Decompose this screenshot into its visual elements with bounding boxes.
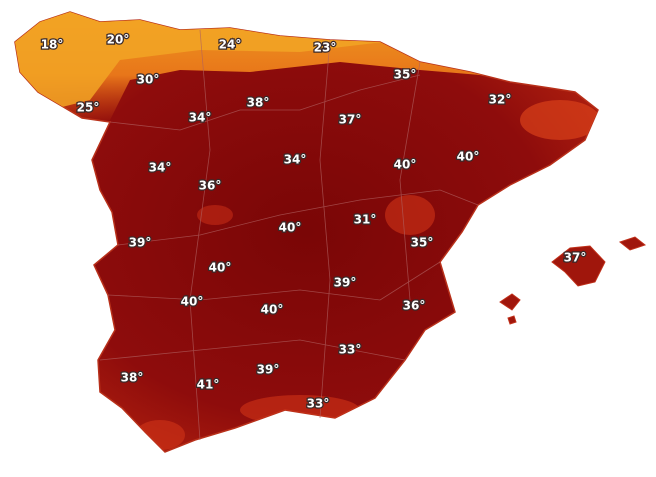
balearic-islands <box>499 236 647 325</box>
temperature-label: 39° <box>334 276 357 290</box>
temperature-label: 34° <box>189 111 212 125</box>
mainland <box>14 11 599 453</box>
temperature-label: 37° <box>339 113 362 127</box>
temperature-label: 40° <box>279 221 302 235</box>
temperature-label: 37° <box>564 251 587 265</box>
temperature-label: 31° <box>354 213 377 227</box>
temperature-label: 40° <box>181 295 204 309</box>
temperature-label: 40° <box>457 150 480 164</box>
temperature-label: 20° <box>107 33 130 47</box>
temperature-label: 34° <box>149 161 172 175</box>
temperature-label: 38° <box>121 371 144 385</box>
temperature-label: 30° <box>137 73 160 87</box>
temperature-label: 32° <box>489 93 512 107</box>
temperature-labels: 18° 20° 24° 23° 35° 32° 30° 25° 38° 34° 37° 34° 36° 3… <box>39 31 587 412</box>
temperature-label: 24° <box>219 38 242 52</box>
temperature-label: 39° <box>257 363 280 377</box>
temperature-label: 36° <box>199 179 222 193</box>
temperature-label: 33° <box>307 397 330 411</box>
temperature-label: 36° <box>403 299 426 313</box>
temperature-label: 35° <box>411 236 434 250</box>
temperature-label: 41° <box>197 378 220 392</box>
temperature-label: 40° <box>261 303 284 317</box>
region-borders <box>99 29 479 441</box>
temperature-label: 40° <box>209 261 232 275</box>
temperature-label: 40° <box>394 158 417 172</box>
temperature-label: 34° <box>284 153 307 167</box>
temperature-label: 39° <box>129 236 152 250</box>
temperature-label: 38° <box>247 96 270 110</box>
temperature-label: 33° <box>339 343 362 357</box>
temperature-label: 18° <box>41 38 64 52</box>
temperature-label: 35° <box>394 68 417 82</box>
temperature-label: 25° <box>77 101 100 115</box>
temperature-label: 23° <box>314 41 337 55</box>
